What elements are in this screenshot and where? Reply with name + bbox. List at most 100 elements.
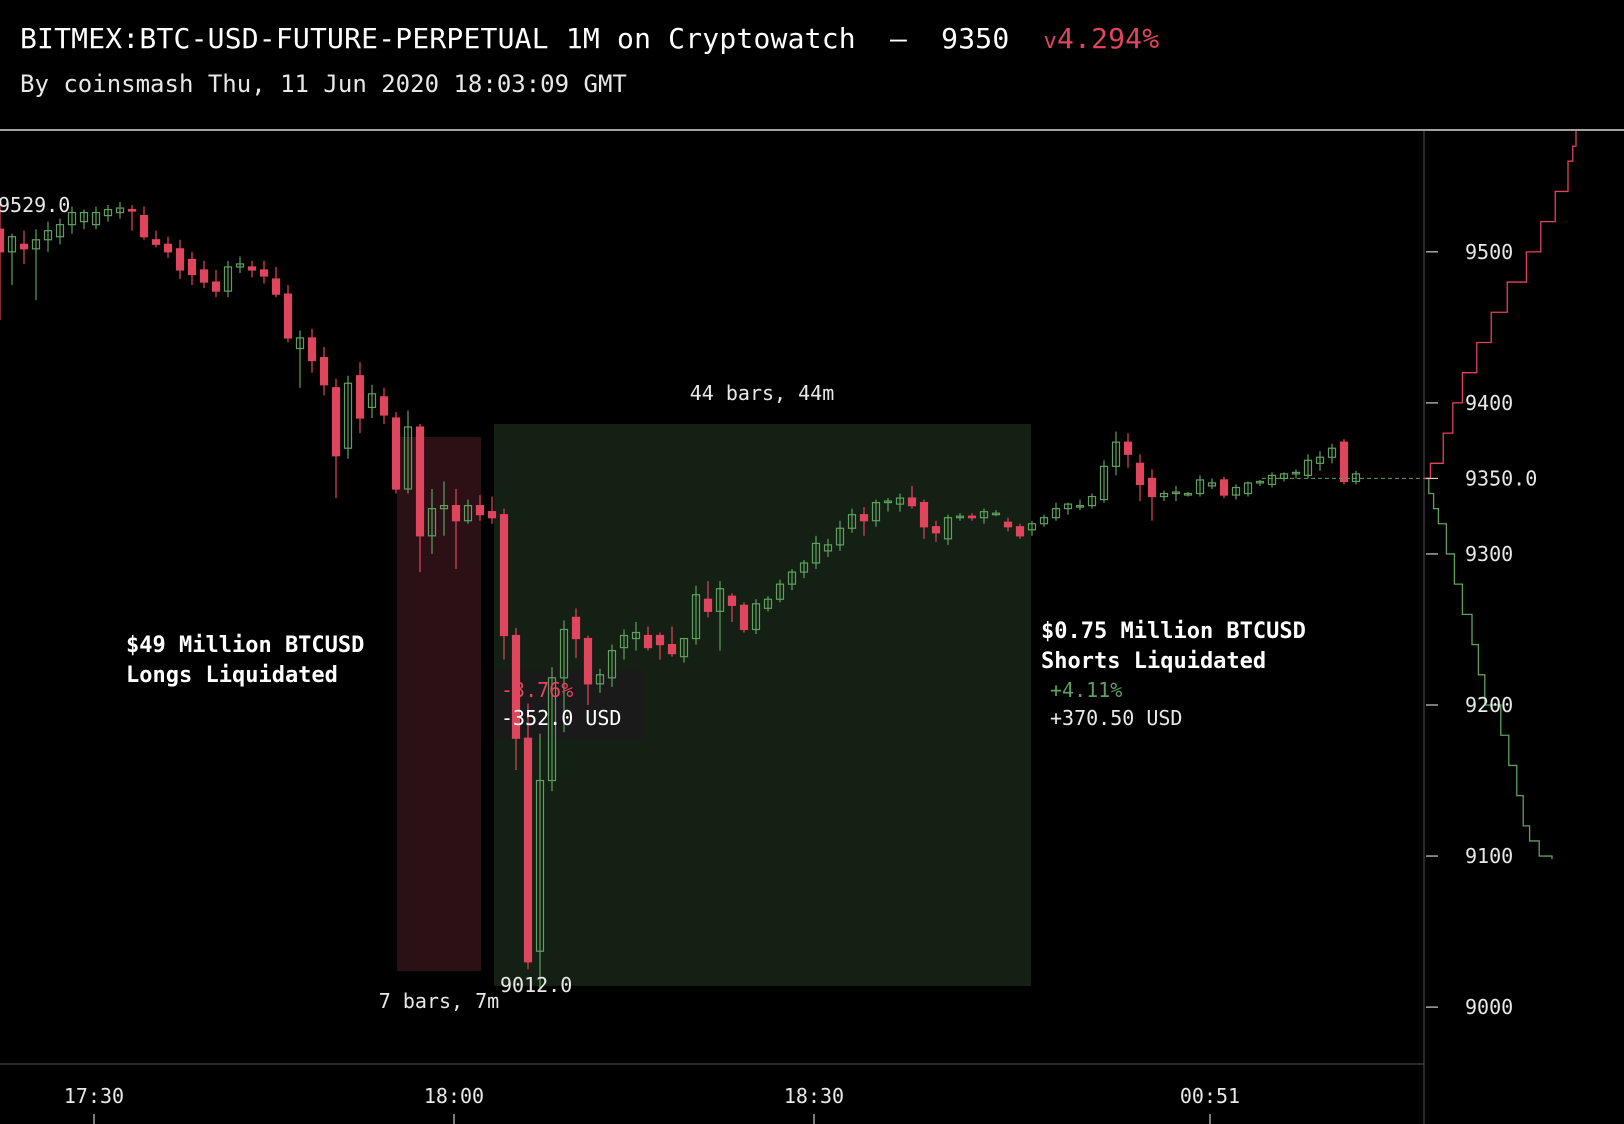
candle bbox=[463, 499, 473, 524]
candle bbox=[355, 362, 365, 434]
candle-body bbox=[1027, 523, 1037, 531]
candle bbox=[199, 260, 209, 289]
candle bbox=[1063, 502, 1073, 515]
candle-body bbox=[547, 677, 557, 782]
candle-body bbox=[1207, 482, 1217, 487]
candle bbox=[751, 599, 761, 635]
title-dash: – bbox=[889, 22, 908, 55]
candle-body bbox=[583, 637, 593, 685]
candle bbox=[847, 508, 857, 533]
candle bbox=[247, 260, 257, 278]
candle bbox=[1027, 520, 1037, 536]
x-tick-label: 17:30 bbox=[64, 1084, 124, 1108]
candle bbox=[859, 507, 869, 536]
candle bbox=[1147, 469, 1157, 521]
candle bbox=[451, 488, 461, 570]
candle bbox=[1039, 514, 1049, 527]
candle bbox=[655, 632, 665, 660]
candle bbox=[1183, 492, 1193, 497]
candle-body bbox=[835, 527, 845, 546]
candle bbox=[475, 495, 485, 521]
candle bbox=[691, 585, 701, 645]
y-tick-label: 9200 bbox=[1465, 693, 1513, 717]
candle-body bbox=[859, 514, 869, 522]
candle-body bbox=[187, 258, 197, 276]
candle-body bbox=[1351, 473, 1361, 483]
candle bbox=[991, 510, 1001, 517]
candle-body bbox=[247, 266, 257, 271]
candle-body bbox=[1051, 508, 1061, 519]
candle bbox=[271, 266, 281, 298]
candle-body bbox=[343, 382, 353, 449]
candle-body bbox=[847, 514, 857, 529]
candle bbox=[223, 260, 233, 298]
candle bbox=[439, 481, 449, 536]
candle-body bbox=[907, 497, 917, 507]
candle-body bbox=[271, 278, 281, 295]
shorts-title-line2: Shorts Liquidated bbox=[1041, 649, 1266, 674]
y-tick-label: 9400 bbox=[1465, 391, 1513, 415]
candle-body bbox=[1231, 486, 1241, 496]
bars-count-bottom: 7 bars, 7m bbox=[379, 989, 499, 1013]
chart-title-line: BITMEX:BTC-USD-FUTURE-PERPETUAL 1M on Cr… bbox=[20, 22, 1159, 55]
candle-body bbox=[487, 511, 497, 519]
candle bbox=[283, 285, 293, 343]
candle bbox=[67, 206, 77, 234]
candle bbox=[415, 424, 425, 573]
candle-body bbox=[523, 737, 533, 963]
candle bbox=[499, 508, 509, 660]
candle bbox=[1003, 517, 1013, 532]
candle-body bbox=[1267, 474, 1277, 486]
shorts-change-pct: +4.11% bbox=[1050, 678, 1122, 702]
candle-body bbox=[619, 634, 629, 649]
candle-body bbox=[595, 674, 605, 685]
candle-body bbox=[7, 236, 17, 253]
candle bbox=[1207, 478, 1217, 489]
candle-body bbox=[1039, 517, 1049, 525]
candle-body bbox=[667, 643, 677, 655]
candle-body bbox=[403, 426, 413, 490]
candle bbox=[955, 513, 965, 521]
candle bbox=[547, 667, 557, 792]
candle-body bbox=[1327, 447, 1337, 458]
candle-body bbox=[1291, 471, 1301, 475]
candle-body bbox=[571, 616, 581, 640]
candle bbox=[595, 668, 605, 693]
candle bbox=[871, 499, 881, 527]
x-tick-label: 18:00 bbox=[424, 1084, 484, 1108]
candle bbox=[703, 581, 713, 618]
candle bbox=[643, 626, 653, 651]
candle-body bbox=[91, 211, 101, 226]
candle bbox=[1195, 475, 1205, 497]
candle-body bbox=[1183, 492, 1193, 496]
candle bbox=[1231, 484, 1241, 500]
candle bbox=[1135, 454, 1145, 502]
candle-body bbox=[499, 514, 509, 637]
candle-body bbox=[1255, 480, 1265, 484]
candle-body bbox=[199, 269, 209, 283]
candle bbox=[667, 626, 677, 657]
candle-body bbox=[139, 214, 149, 238]
candle bbox=[79, 209, 89, 230]
candle bbox=[979, 508, 989, 524]
candle-body bbox=[1015, 526, 1025, 537]
candle bbox=[715, 581, 725, 651]
longs-title-line1: $49 Million BTCUSD bbox=[126, 633, 364, 658]
candle bbox=[343, 375, 353, 459]
y-tick-label: 9300 bbox=[1465, 542, 1513, 566]
candle bbox=[1279, 472, 1289, 482]
x-tick-label: 00:51 bbox=[1180, 1084, 1240, 1108]
candle bbox=[19, 230, 29, 264]
candle-body bbox=[1195, 479, 1205, 495]
candle-body bbox=[475, 505, 485, 516]
candle bbox=[919, 499, 929, 539]
candle-body bbox=[67, 211, 77, 226]
candle-body bbox=[379, 396, 389, 416]
longs-title-line2: Longs Liquidated bbox=[126, 663, 338, 688]
candle-body bbox=[823, 544, 833, 552]
candle-body bbox=[223, 266, 233, 292]
candle-body bbox=[115, 207, 125, 214]
candle bbox=[487, 496, 497, 524]
candle bbox=[427, 488, 437, 554]
